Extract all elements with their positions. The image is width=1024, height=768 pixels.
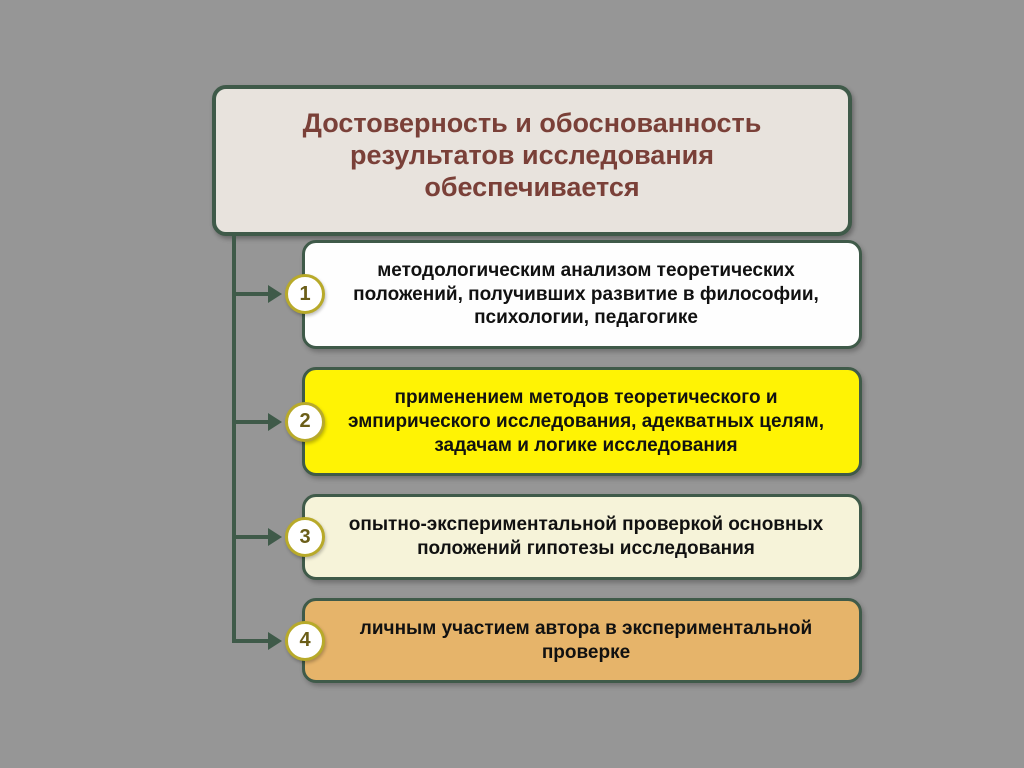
item-number-badge: 2 (285, 402, 325, 442)
connector-horizontal (232, 292, 270, 296)
item-number-badge: 4 (285, 621, 325, 661)
item-row: 3 опытно-экспериментальной проверкой осно… (122, 494, 902, 580)
title-box: Достоверность и обоснованность результат… (212, 85, 852, 236)
item-box: 3 опытно-экспериментальной проверкой осно… (302, 494, 862, 580)
diagram-container: Достоверность и обоснованность результат… (122, 85, 902, 684)
item-box: 4 личным участием автора в эксперименталь… (302, 598, 862, 684)
item-number-badge: 1 (285, 274, 325, 314)
item-row: 4 личным участием автора в эксперименталь… (122, 598, 902, 684)
arrowhead-icon (268, 285, 282, 303)
item-text: опытно-экспериментальной проверкой основ… (333, 513, 839, 561)
item-number-badge: 3 (285, 517, 325, 557)
arrowhead-icon (268, 632, 282, 650)
connector-horizontal (232, 639, 270, 643)
item-number: 4 (299, 628, 310, 653)
connector-horizontal (232, 535, 270, 539)
title-text: Достоверность и обоснованность результат… (240, 107, 824, 204)
item-text: методологическим анализом теоретических … (333, 259, 839, 330)
item-row: 2 применением методов теоретического и эм… (122, 367, 902, 476)
item-box: 1 методологическим анализом теоретических… (302, 240, 862, 349)
item-text: применением методов теоретического и эмп… (333, 386, 839, 457)
items-list: 1 методологическим анализом теоретических… (122, 240, 902, 684)
item-number: 3 (299, 525, 310, 550)
item-number: 1 (299, 282, 310, 307)
item-number: 2 (299, 409, 310, 434)
arrowhead-icon (268, 528, 282, 546)
item-text: личным участием автора в экспериментальн… (333, 617, 839, 665)
item-row: 1 методологическим анализом теоретических… (122, 240, 902, 349)
arrowhead-icon (268, 413, 282, 431)
item-box: 2 применением методов теоретического и эм… (302, 367, 862, 476)
connector-horizontal (232, 420, 270, 424)
